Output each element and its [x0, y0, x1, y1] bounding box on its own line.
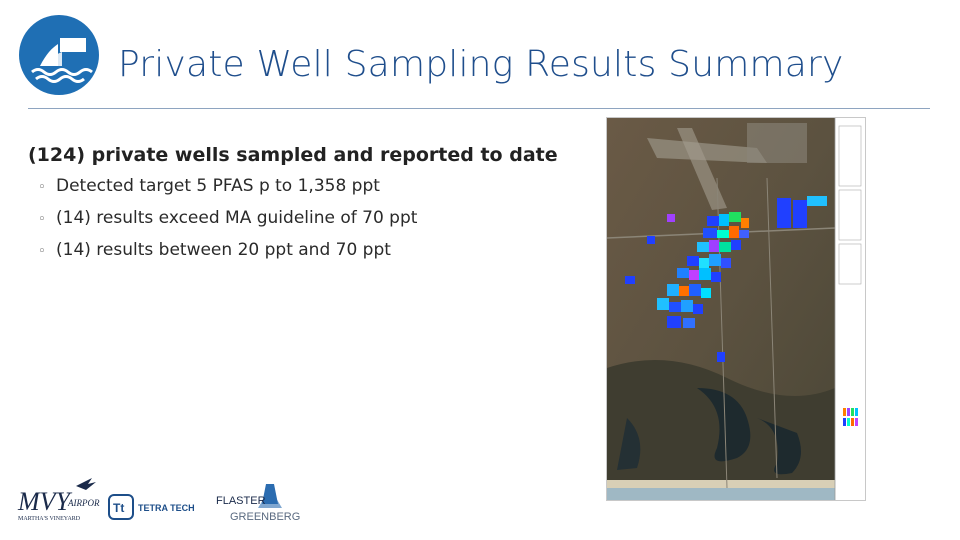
aerial-map-image — [606, 117, 866, 501]
bullet-icon: ◦ — [38, 212, 46, 227]
title-divider — [28, 108, 930, 109]
main-bullet: (124) private wells sampled and reported… — [28, 144, 558, 166]
mvy-logo-text: MVY — [17, 487, 73, 516]
sailboat-waves-icon — [18, 14, 100, 96]
tetra-tech-text: TETRA TECH — [138, 503, 195, 513]
list-item: ◦ (14) results exceed MA guideline of 70… — [38, 208, 578, 240]
list-item: ◦ (14) results between 20 ppt and 70 ppt — [38, 240, 578, 272]
tetra-tech-mark: Tt — [113, 501, 124, 515]
sub-bullet-list: ◦ Detected target 5 PFAS p to 1,358 ppt … — [38, 176, 578, 272]
footer-logos: MVY AIRPORT MARTHA'S VINEYARD Tt TETRA T… — [16, 472, 316, 532]
list-item-text: Detected target 5 PFAS p to 1,358 ppt — [56, 176, 380, 196]
mvy-subtext: MARTHA'S VINEYARD — [18, 516, 81, 522]
list-item: ◦ Detected target 5 PFAS p to 1,358 ppt — [38, 176, 578, 208]
list-item-text: (14) results between 20 ppt and 70 ppt — [56, 240, 391, 260]
mvy-airport-logo: MVY AIRPORT MARTHA'S VINEYARD — [17, 478, 100, 522]
flaster-greenberg-logo: FLASTER GREENBERG — [216, 484, 300, 523]
bullet-icon: ◦ — [38, 244, 46, 259]
page-title: Private Well Sampling Results Summary — [118, 44, 844, 85]
mvy-airport-text: AIRPORT — [67, 498, 100, 508]
flaster-text: FLASTER — [216, 495, 266, 507]
greenberg-text: GREENBERG — [230, 511, 300, 523]
list-item-text: (14) results exceed MA guideline of 70 p… — [56, 208, 418, 228]
tetra-tech-logo: Tt TETRA TECH — [108, 494, 195, 520]
bullet-icon: ◦ — [38, 180, 46, 195]
